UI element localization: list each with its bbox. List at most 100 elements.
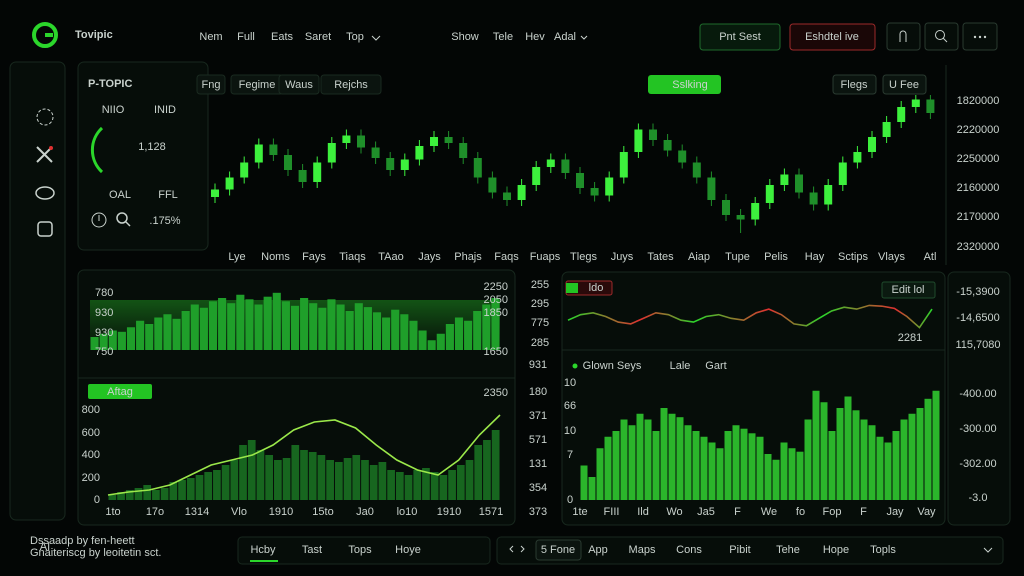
x-label: We [761, 506, 777, 518]
candle-body [546, 159, 555, 167]
nav-item[interactable]: Nem [199, 31, 222, 43]
button[interactable] [789, 23, 876, 51]
link[interactable]: App [588, 544, 608, 556]
x-label: 1571 [479, 506, 503, 518]
bar [387, 470, 395, 500]
nav-icon[interactable] [36, 108, 54, 126]
bar [145, 324, 154, 350]
nav-item[interactable]: Eats [271, 31, 294, 43]
bar [748, 433, 756, 500]
link[interactable]: Hope [823, 544, 849, 556]
tab-label[interactable]: Fegime [239, 79, 276, 91]
nav-item[interactable]: Top [346, 31, 364, 43]
x-label: 1910 [437, 506, 461, 518]
candle-body [882, 122, 891, 137]
pager-box[interactable] [535, 539, 582, 561]
candle-body [868, 137, 876, 152]
tab-label[interactable]: Hoye [395, 544, 421, 556]
candle-body [313, 162, 322, 182]
tab-label[interactable]: Glown Seys [583, 360, 642, 372]
y-label: -3.0 [969, 492, 988, 504]
value-label: 354 [529, 482, 547, 494]
y-label: 2170000 [957, 211, 1000, 223]
tab-label[interactable]: Hcby [250, 544, 276, 556]
candle-body [254, 144, 263, 163]
y-label: 66 [564, 400, 576, 412]
x-label: Pelis [764, 251, 788, 263]
tab-label[interactable]: Lale [670, 360, 691, 372]
nav-item[interactable]: Saret [305, 31, 331, 43]
icon-button[interactable] [924, 22, 959, 51]
nav-item[interactable]: Show [451, 31, 479, 43]
badge-label: Sslking [672, 79, 707, 91]
tab-label[interactable]: Rejchs [334, 79, 368, 91]
link[interactable]: Tehe [776, 544, 800, 556]
nav-item[interactable]: Adal [554, 31, 576, 43]
x-label: Aiap [688, 251, 710, 263]
bar [372, 312, 382, 350]
bar [160, 488, 169, 500]
tab-label[interactable]: Gart [705, 360, 726, 372]
button[interactable] [881, 281, 936, 299]
nav-icon-dot [49, 146, 53, 150]
candle-body [897, 107, 906, 122]
app-name: Tovipic [75, 29, 113, 41]
nav-item[interactable]: Full [237, 31, 255, 43]
y-label: 2320000 [957, 241, 1000, 253]
candle-body [824, 185, 833, 205]
tab[interactable] [320, 74, 382, 95]
nav-item[interactable]: Tele [493, 31, 513, 43]
bar [604, 436, 612, 500]
dropdown[interactable] [983, 547, 993, 553]
stat-change: .175% [149, 215, 180, 227]
button[interactable] [699, 23, 781, 51]
candle-body [722, 200, 730, 215]
tab-label[interactable]: Tast [302, 544, 322, 556]
button[interactable] [882, 74, 927, 95]
y-label: 2050 [484, 294, 508, 306]
nav-icon[interactable] [36, 146, 53, 163]
nav-icon[interactable] [37, 221, 53, 237]
bar [445, 324, 454, 350]
pager-label[interactable]: 5 Fone [541, 544, 575, 556]
bar [483, 440, 491, 500]
link[interactable]: Maps [629, 544, 656, 556]
bar [852, 410, 860, 500]
bar [844, 396, 852, 500]
bar [884, 442, 892, 500]
candle-body [926, 99, 935, 113]
tab-label[interactable]: Fng [202, 79, 221, 91]
link[interactable]: Topls [870, 544, 896, 556]
bar [676, 417, 684, 500]
link[interactable]: Pibit [729, 544, 750, 556]
y-label: 2250000 [957, 153, 1000, 165]
bar [916, 408, 924, 500]
candle-body [225, 177, 234, 190]
bar [186, 478, 195, 500]
nav-icon[interactable] [35, 186, 55, 200]
bar [924, 398, 932, 500]
value-label: 2281 [898, 332, 922, 344]
y-label: -14,6500 [956, 312, 999, 324]
nav-item[interactable]: Hev [525, 31, 545, 43]
badge[interactable] [88, 384, 152, 399]
bar [804, 419, 812, 500]
x-label: 1314 [185, 506, 209, 518]
bar [409, 320, 418, 350]
bar [456, 465, 465, 500]
tab-label[interactable]: Waus [285, 79, 313, 91]
tab-label[interactable]: Tops [348, 544, 372, 556]
bar [230, 460, 239, 500]
bar [245, 299, 254, 350]
candle-body [503, 192, 511, 200]
tab[interactable] [278, 74, 320, 95]
candle-body [751, 203, 760, 220]
pager-arrows[interactable] [509, 545, 525, 553]
bar [482, 304, 491, 350]
tab[interactable] [196, 74, 226, 95]
link[interactable]: Cons [676, 544, 702, 556]
badge[interactable] [648, 75, 721, 94]
button[interactable] [832, 74, 877, 95]
y-label: 780 [95, 287, 113, 299]
icon-button[interactable] [886, 22, 921, 51]
